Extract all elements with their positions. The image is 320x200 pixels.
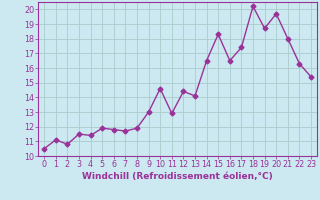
X-axis label: Windchill (Refroidissement éolien,°C): Windchill (Refroidissement éolien,°C) [82, 172, 273, 181]
